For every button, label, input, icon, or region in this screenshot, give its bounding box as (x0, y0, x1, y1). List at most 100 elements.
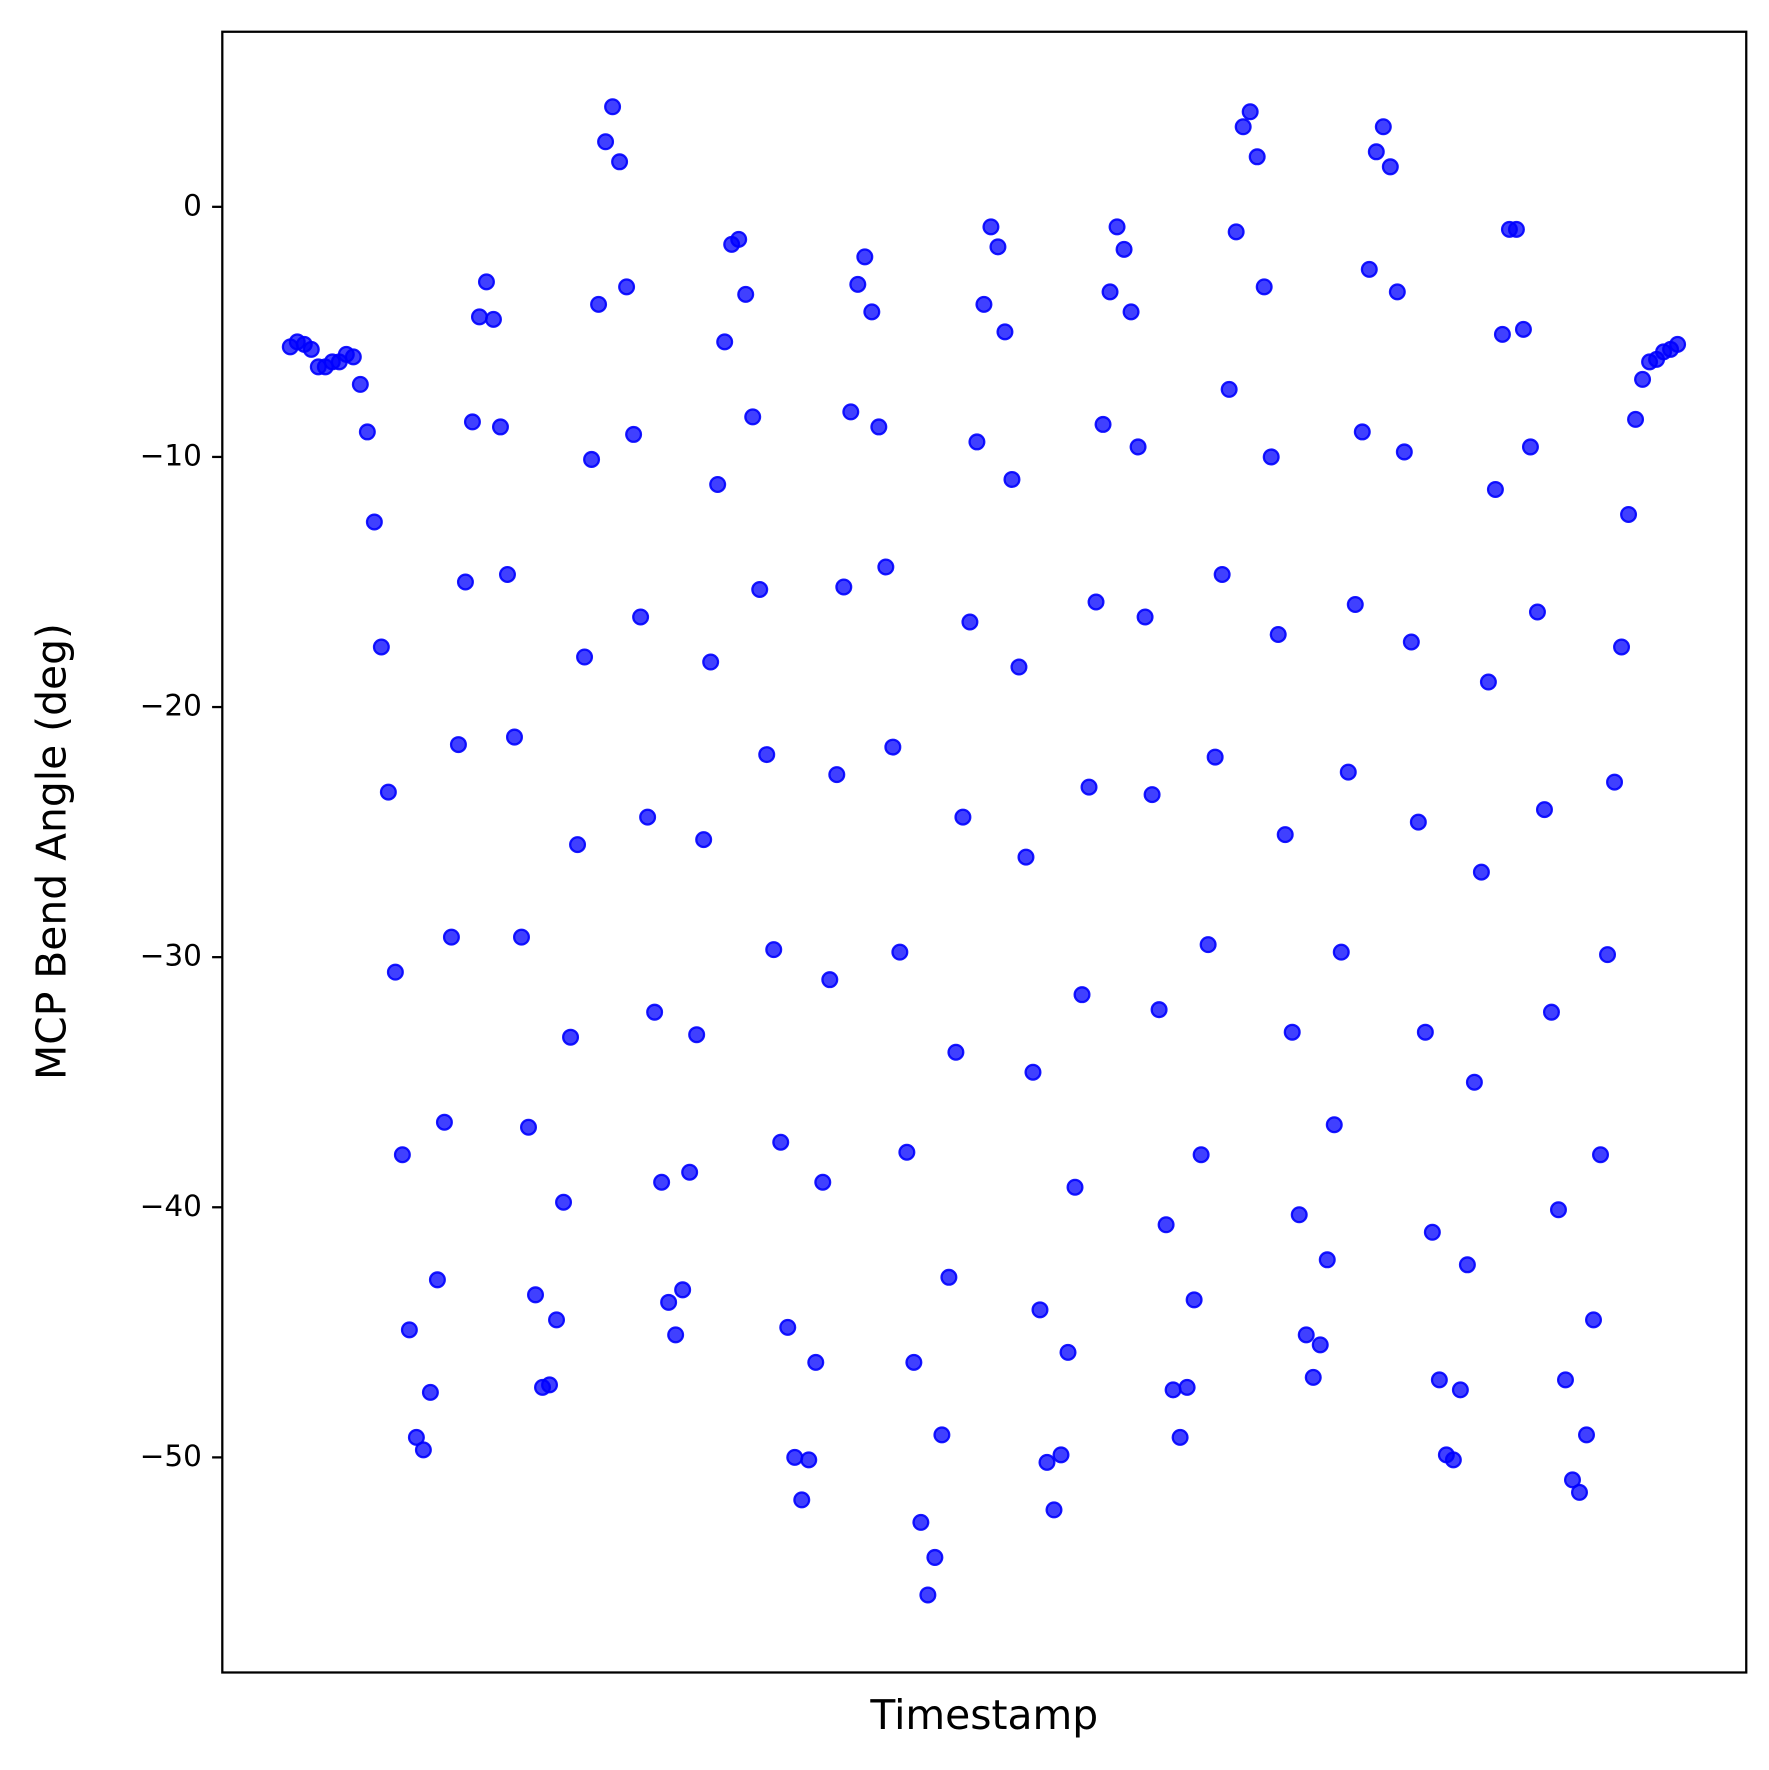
point (1206, 748, 1224, 766)
point (1395, 443, 1413, 461)
point (1297, 1326, 1315, 1344)
point (1178, 1378, 1196, 1396)
point (1577, 1426, 1596, 1444)
point (1066, 1178, 1084, 1196)
point (1339, 763, 1357, 781)
point (821, 971, 839, 989)
point (548, 1311, 566, 1329)
point (1143, 786, 1161, 804)
point (519, 1118, 538, 1136)
point (618, 278, 636, 296)
point (590, 295, 608, 313)
point (1486, 480, 1504, 498)
point (1458, 1256, 1476, 1274)
point (1620, 505, 1638, 523)
y-axis-label: MCP Bend Angle (deg) (27, 623, 75, 1080)
point (1592, 1146, 1610, 1164)
point (1248, 148, 1266, 166)
point (758, 746, 776, 764)
point (1472, 863, 1490, 881)
point (744, 408, 762, 426)
x-axis-label: Timestamp (869, 1691, 1098, 1739)
y-tick-label: −10 (140, 438, 202, 472)
point (386, 963, 404, 981)
point (1479, 673, 1497, 691)
y-tick-label: −40 (140, 1189, 202, 1223)
point (779, 1318, 797, 1336)
point (491, 418, 509, 436)
point (597, 133, 615, 151)
point (505, 728, 523, 746)
point (1087, 593, 1105, 611)
point (358, 423, 376, 441)
point (1290, 1206, 1308, 1224)
point (407, 1428, 425, 1446)
point (632, 608, 650, 626)
point (302, 340, 320, 358)
point (695, 831, 713, 849)
point (1388, 283, 1406, 301)
point (1374, 118, 1392, 136)
point (1627, 410, 1645, 428)
point (849, 275, 867, 293)
point (604, 98, 622, 116)
point (393, 1146, 411, 1164)
point (1514, 320, 1532, 338)
point (947, 1043, 965, 1061)
point (940, 1268, 958, 1286)
point (449, 736, 467, 754)
point (1402, 633, 1420, 651)
point (1570, 1483, 1589, 1501)
point (919, 1586, 937, 1604)
point (716, 333, 734, 351)
point (344, 348, 362, 366)
plot-area (281, 98, 1687, 1604)
point (835, 578, 853, 596)
point (1052, 1446, 1070, 1464)
point (527, 1286, 545, 1304)
point (912, 1513, 930, 1531)
point (1241, 103, 1259, 121)
point (1283, 1023, 1301, 1041)
point (709, 475, 727, 493)
point (1451, 1381, 1469, 1399)
point (793, 1491, 811, 1509)
point (751, 580, 769, 599)
point (1634, 370, 1652, 388)
point (1059, 1343, 1077, 1361)
point (1346, 596, 1364, 614)
point (1606, 773, 1624, 791)
point (653, 1173, 671, 1191)
point (646, 1003, 664, 1021)
point (1465, 1073, 1483, 1091)
point (1669, 335, 1687, 353)
point (863, 303, 881, 321)
point (989, 238, 1007, 256)
point (1276, 826, 1294, 844)
point (1185, 1291, 1203, 1309)
y-tick-label: −30 (140, 939, 202, 973)
point (583, 450, 601, 468)
point (1017, 848, 1035, 866)
point (414, 1441, 432, 1459)
point (625, 425, 643, 443)
point (1585, 1311, 1603, 1329)
point (1073, 986, 1091, 1004)
point (786, 1448, 804, 1466)
point (1227, 223, 1245, 241)
point (1101, 283, 1119, 301)
point (541, 1376, 559, 1394)
point (477, 273, 495, 291)
point (470, 308, 488, 326)
point (954, 808, 972, 826)
point (975, 295, 993, 313)
point (1311, 1336, 1329, 1354)
point (1199, 936, 1217, 954)
point (498, 565, 516, 583)
point (667, 1326, 685, 1344)
point (1269, 626, 1287, 644)
point (428, 1271, 446, 1289)
point (1220, 380, 1238, 398)
